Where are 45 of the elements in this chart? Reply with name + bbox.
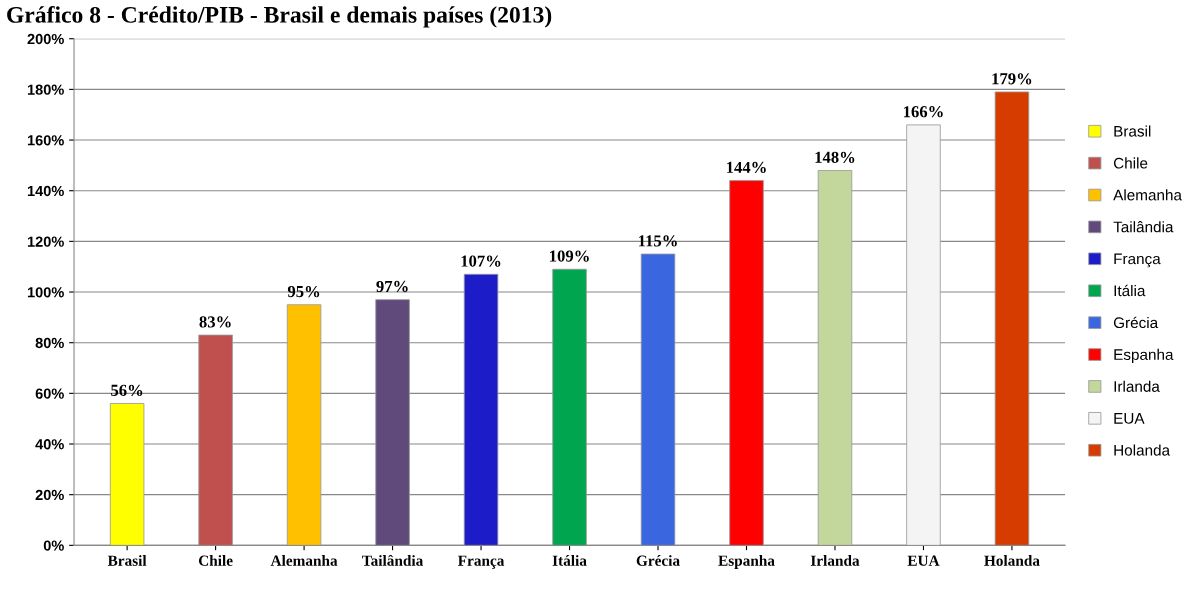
data-label: 109% [550, 250, 589, 262]
y-tick-label: 100% [27, 287, 64, 298]
x-tick-label: Irlanda [810, 555, 860, 566]
data-label: 83% [199, 316, 231, 328]
legend-label: Brasil [1114, 125, 1151, 137]
data-label: 144% [727, 161, 766, 174]
y-tick-label: 200% [27, 33, 64, 45]
x-tick-label: França [457, 555, 505, 569]
legend-label: Holanda [1114, 444, 1171, 456]
y-tick-label: 180% [27, 84, 64, 95]
x-tick-label: Itália [552, 555, 587, 566]
legend-label: Espanha [1114, 348, 1174, 364]
data-label: 179% [992, 73, 1032, 85]
x-tick-label: Grécia [636, 555, 680, 566]
x-tick-label: Tailândia [362, 554, 424, 566]
y-tick-label: 60% [35, 388, 64, 399]
legend-label: Itália [1114, 284, 1146, 297]
x-tick-label: Espanha [718, 555, 775, 569]
legend-label: EUA [1114, 413, 1145, 424]
chart-title: Gráfico 8 - Crédito/PIB - Brasil e demais países (2013) [7, 5, 552, 28]
y-tick-label: 40% [35, 439, 64, 450]
data-label: 115% [638, 235, 677, 247]
legend-label: Chile [1113, 157, 1148, 169]
x-tick-label: Alemanha [270, 555, 338, 566]
y-tick-label: 140% [27, 185, 64, 197]
legend-label: Alemanha [1113, 189, 1182, 201]
y-tick-label: 160% [27, 135, 64, 146]
legend-label: Irlanda [1114, 380, 1160, 392]
legend-label: França [1114, 253, 1161, 268]
data-label: 148% [815, 151, 855, 163]
x-tick-label: Brasil [107, 555, 147, 566]
x-tick-label: Holanda [984, 555, 1040, 566]
y-tick-label: 120% [27, 236, 64, 247]
data-label: 107% [461, 255, 501, 267]
data-label: 95% [287, 285, 320, 298]
data-label: 97% [376, 280, 408, 293]
legend-label: Grécia [1113, 316, 1159, 329]
x-tick-label: Chile [198, 555, 233, 566]
x-tick-label: EUA [907, 555, 940, 566]
data-label: 166% [903, 106, 943, 118]
y-tick-label: 20% [35, 489, 64, 501]
legend-label: Tailândia [1113, 221, 1174, 233]
y-tick-label: 80% [35, 337, 64, 349]
y-tick-label: 0% [43, 540, 64, 551]
data-label: 56% [111, 384, 143, 396]
